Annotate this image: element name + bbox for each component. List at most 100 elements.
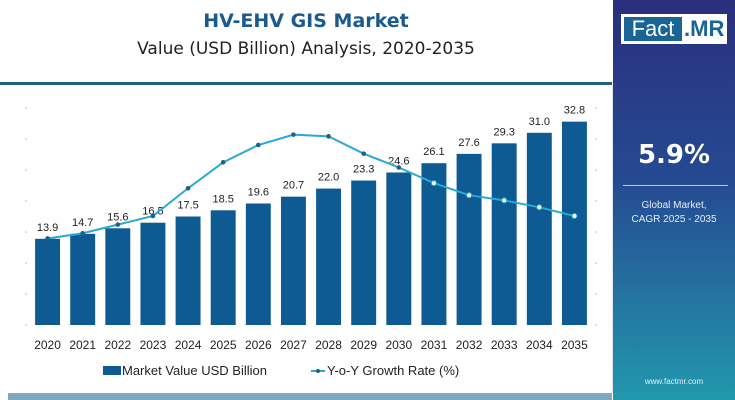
- growth-point-2027: [291, 132, 296, 137]
- x-tick-label-2026: 2026: [245, 338, 272, 352]
- right-axis-tick: [595, 138, 597, 140]
- left-axis-tick: [25, 262, 27, 264]
- x-tick-label-2029: 2029: [350, 338, 377, 352]
- bar-2033: [491, 143, 517, 325]
- x-tick-label-2020: 2020: [34, 338, 61, 352]
- bar-2027: [280, 196, 306, 325]
- bar-label-2032: 27.6: [458, 137, 479, 149]
- bar-label-2021: 14.7: [72, 217, 93, 229]
- x-tick-label-2022: 2022: [104, 338, 131, 352]
- growth-point-2026: [256, 142, 261, 148]
- right-axis-tick: [595, 231, 597, 233]
- growth-point-2029: [361, 151, 366, 156]
- growth-point-2031: [430, 180, 437, 187]
- cagr-label-line2: CAGR 2025 - 2035: [631, 214, 717, 225]
- x-tick-label-2025: 2025: [210, 338, 237, 352]
- x-tick-label-2033: 2033: [491, 338, 518, 352]
- bar-2026: [245, 203, 271, 325]
- growth-point-2021: [80, 230, 85, 236]
- cagr-label-line1: Global Market,: [641, 200, 707, 211]
- x-tick-label-2028: 2028: [315, 338, 342, 352]
- left-axis-tick: [25, 200, 27, 202]
- x-tick-label-2027: 2027: [280, 338, 307, 352]
- legend-line-marker: [316, 369, 320, 373]
- footer-bar: [8, 393, 612, 400]
- cagr-divider: [623, 185, 728, 186]
- bar-label-2020: 13.9: [37, 222, 58, 234]
- right-axis-tick: [595, 293, 597, 295]
- x-tick-label-2023: 2023: [140, 338, 167, 352]
- bar-label-2033: 29.3: [493, 126, 514, 138]
- cagr-label: Global Market, CAGR 2025 - 2035: [613, 199, 735, 227]
- bar-labels: 13.9 14.7 15.6 16.5 17.5 18.5 19.6 20.7 22.0 23.3…: [37, 105, 585, 234]
- bar-2030: [386, 172, 412, 325]
- growth-point-2024: [185, 185, 191, 191]
- legend-bar-label: Market Value USD Billion: [122, 363, 267, 378]
- bar-2020: [35, 238, 61, 325]
- left-axis-ticks: [25, 107, 27, 326]
- x-tick-label-2024: 2024: [175, 338, 202, 352]
- sidebar-panel: Fact .MR 5.9% Global Market, CAGR 2025 -…: [613, 0, 735, 400]
- bar-label-2022: 15.6: [107, 211, 128, 223]
- bar-2023: [140, 222, 166, 325]
- right-axis-tick: [595, 169, 597, 171]
- logo-mr: .MR: [684, 16, 725, 41]
- legend-bar-swatch: [103, 366, 121, 375]
- bar-2022: [105, 228, 131, 325]
- bar-2025: [210, 210, 236, 325]
- left-axis-tick: [25, 138, 27, 140]
- cagr-value: 5.9%: [637, 140, 711, 170]
- factmr-logo: Fact .MR: [621, 14, 727, 44]
- x-tick-label-2034: 2034: [526, 338, 553, 352]
- legend-line-label: Y-o-Y Growth Rate (%): [327, 363, 459, 378]
- bar-2032: [456, 153, 482, 325]
- left-axis-tick: [25, 107, 27, 109]
- left-axis-tick: [25, 293, 27, 295]
- bar-2035: [561, 121, 587, 325]
- chart-area: 13.9 14.7 15.6 16.5 17.5 18.5 19.6 20.7 22.0 23.3…: [0, 85, 613, 393]
- chart-subtitle: Value (USD Billion) Analysis, 2020-2035: [137, 39, 475, 59]
- bar-label-2025: 18.5: [212, 193, 233, 205]
- website-link[interactable]: www.factmr.com: [644, 377, 704, 386]
- growth-line-path: [47, 133, 575, 240]
- growth-point-2033: [501, 197, 508, 204]
- x-tick-label-2035: 2035: [561, 338, 588, 352]
- growth-point-2020: [45, 236, 50, 241]
- x-tick-label-2031: 2031: [421, 338, 448, 352]
- growth-point-2030: [396, 165, 402, 170]
- bar-2021: [70, 233, 96, 325]
- bar-label-2026: 19.6: [248, 186, 269, 198]
- bar-label-2028: 22.0: [318, 172, 339, 184]
- bar-label-2035: 32.8: [564, 105, 585, 117]
- bar-2024: [175, 216, 201, 325]
- bar-label-2031: 26.1: [423, 146, 444, 158]
- growth-point-2022: [115, 222, 121, 227]
- right-axis-tick: [595, 324, 597, 326]
- x-axis-labels: 2020 2021 2022 2023 2024 2025 2026 2027 2028 2029…: [34, 338, 588, 352]
- chart-svg: 13.9 14.7 15.6 16.5 17.5 18.5 19.6 20.7 22.0 23.3…: [25, 105, 597, 378]
- bar-2028: [316, 188, 342, 325]
- bar-label-2034: 31.0: [529, 116, 550, 128]
- x-tick-label-2032: 2032: [456, 338, 483, 352]
- right-axis-tick: [595, 200, 597, 202]
- growth-point-2034: [536, 204, 543, 211]
- left-axis-tick: [25, 169, 27, 171]
- header-divider: [0, 82, 612, 85]
- right-axis-ticks: [595, 107, 597, 326]
- growth-point-2028: [326, 134, 331, 139]
- bar-2031: [421, 163, 447, 325]
- growth-point-2025: [220, 160, 226, 165]
- growth-line: [45, 132, 578, 241]
- bar-label-2029: 23.3: [353, 164, 374, 176]
- right-axis-tick: [595, 262, 597, 264]
- bar-2029: [351, 180, 377, 325]
- growth-point-2023: [150, 213, 156, 219]
- bar-label-2024: 17.5: [177, 200, 198, 212]
- right-axis-tick: [595, 107, 597, 109]
- left-axis-tick: [25, 231, 27, 233]
- bar-label-2027: 20.7: [283, 180, 304, 192]
- logo-fact: Fact: [624, 17, 682, 41]
- growth-point-2032: [466, 192, 473, 199]
- bar-2034: [526, 132, 552, 325]
- bar-label-2023: 16.5: [142, 206, 163, 218]
